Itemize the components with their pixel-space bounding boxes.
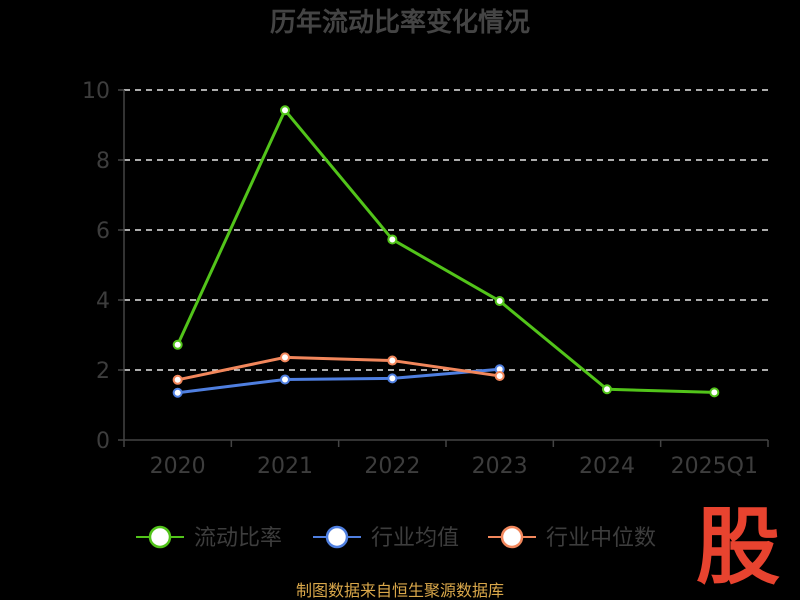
x-tick-label: 2024: [579, 454, 635, 479]
data-point: [172, 387, 183, 398]
data-point: [172, 374, 183, 385]
series-line: [177, 367, 500, 395]
data-point: [387, 355, 398, 366]
data-source-note: 制图数据来自恒生聚源数据库: [296, 581, 504, 600]
x-axis-ticks: 2020 2021 2022 2023 2024 2025Q1: [123, 440, 769, 479]
y-tick-label: 10: [82, 79, 110, 104]
y-tick-label: 0: [96, 429, 110, 454]
data-point: [602, 384, 612, 395]
brand-logo: 股: [696, 498, 780, 596]
y-axis-ticks: 0 2 4 6 8 10: [82, 79, 124, 454]
x-tick-label: 2021: [257, 454, 313, 479]
data-point: [494, 296, 505, 307]
legend-swatch-marker: [325, 525, 349, 549]
data-point: [387, 373, 398, 384]
series-line: [177, 355, 500, 382]
chart-title: 历年流动比率变化情况: [270, 7, 530, 38]
data-point: [280, 105, 290, 116]
gridlines: [124, 89, 768, 371]
data-point: [172, 339, 183, 350]
x-tick-label: 2020: [150, 454, 206, 479]
legend-item-label: 行业均值: [371, 526, 459, 551]
data-point: [280, 374, 290, 385]
y-tick-label: 6: [96, 219, 110, 244]
series-line: [176, 108, 715, 394]
y-tick-label: 8: [96, 149, 110, 174]
x-tick-label: 2022: [364, 454, 420, 479]
y-tick-label: 4: [96, 289, 110, 314]
legend-item-label: 流动比率: [194, 526, 282, 551]
legend[interactable]: 流动比率 行业均值 行业中位数: [136, 525, 656, 551]
y-tick-label: 2: [96, 359, 110, 384]
series-lines: [172, 105, 720, 398]
data-point: [709, 387, 720, 398]
x-tick-label: 2025Q1: [671, 454, 758, 479]
legend-item-label: 行业中位数: [546, 526, 656, 551]
data-point: [494, 370, 505, 381]
x-tick-label: 2023: [472, 454, 528, 479]
legend-swatch-marker: [500, 525, 524, 549]
legend-swatch-marker: [148, 525, 172, 549]
data-point: [387, 234, 398, 245]
data-point: [280, 352, 290, 363]
